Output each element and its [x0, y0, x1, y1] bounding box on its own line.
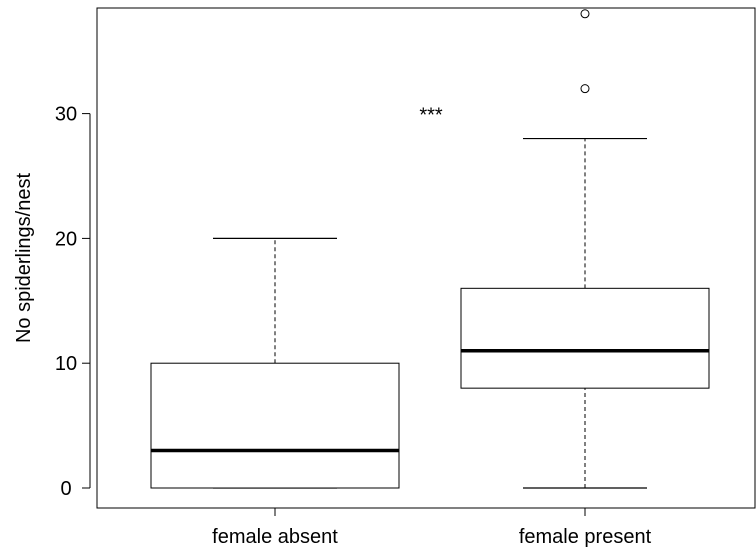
iqr-box [460, 287, 710, 389]
plot-frame [96, 7, 756, 509]
y-tick-label-0: 0 [60, 478, 71, 500]
category-labels: female absent female present [212, 508, 652, 548]
category-label-0: female absent [212, 526, 338, 548]
box-1 [460, 9, 710, 489]
outlier-point [580, 84, 590, 94]
iqr-box [150, 362, 400, 489]
box-0 [150, 237, 400, 489]
significance-annotation: *** [419, 105, 443, 127]
y-ticks: 0 10 20 30 [55, 104, 90, 500]
y-tick-label-20: 20 [55, 228, 77, 250]
y-axis-label: No spiderlings/nest [13, 173, 35, 344]
y-tick-label-30: 30 [55, 104, 77, 126]
boxes [150, 9, 710, 489]
category-label-1: female present [519, 526, 652, 548]
outlier-point [580, 9, 590, 19]
y-tick-label-10: 10 [55, 353, 77, 375]
annotations: *** [419, 105, 443, 127]
